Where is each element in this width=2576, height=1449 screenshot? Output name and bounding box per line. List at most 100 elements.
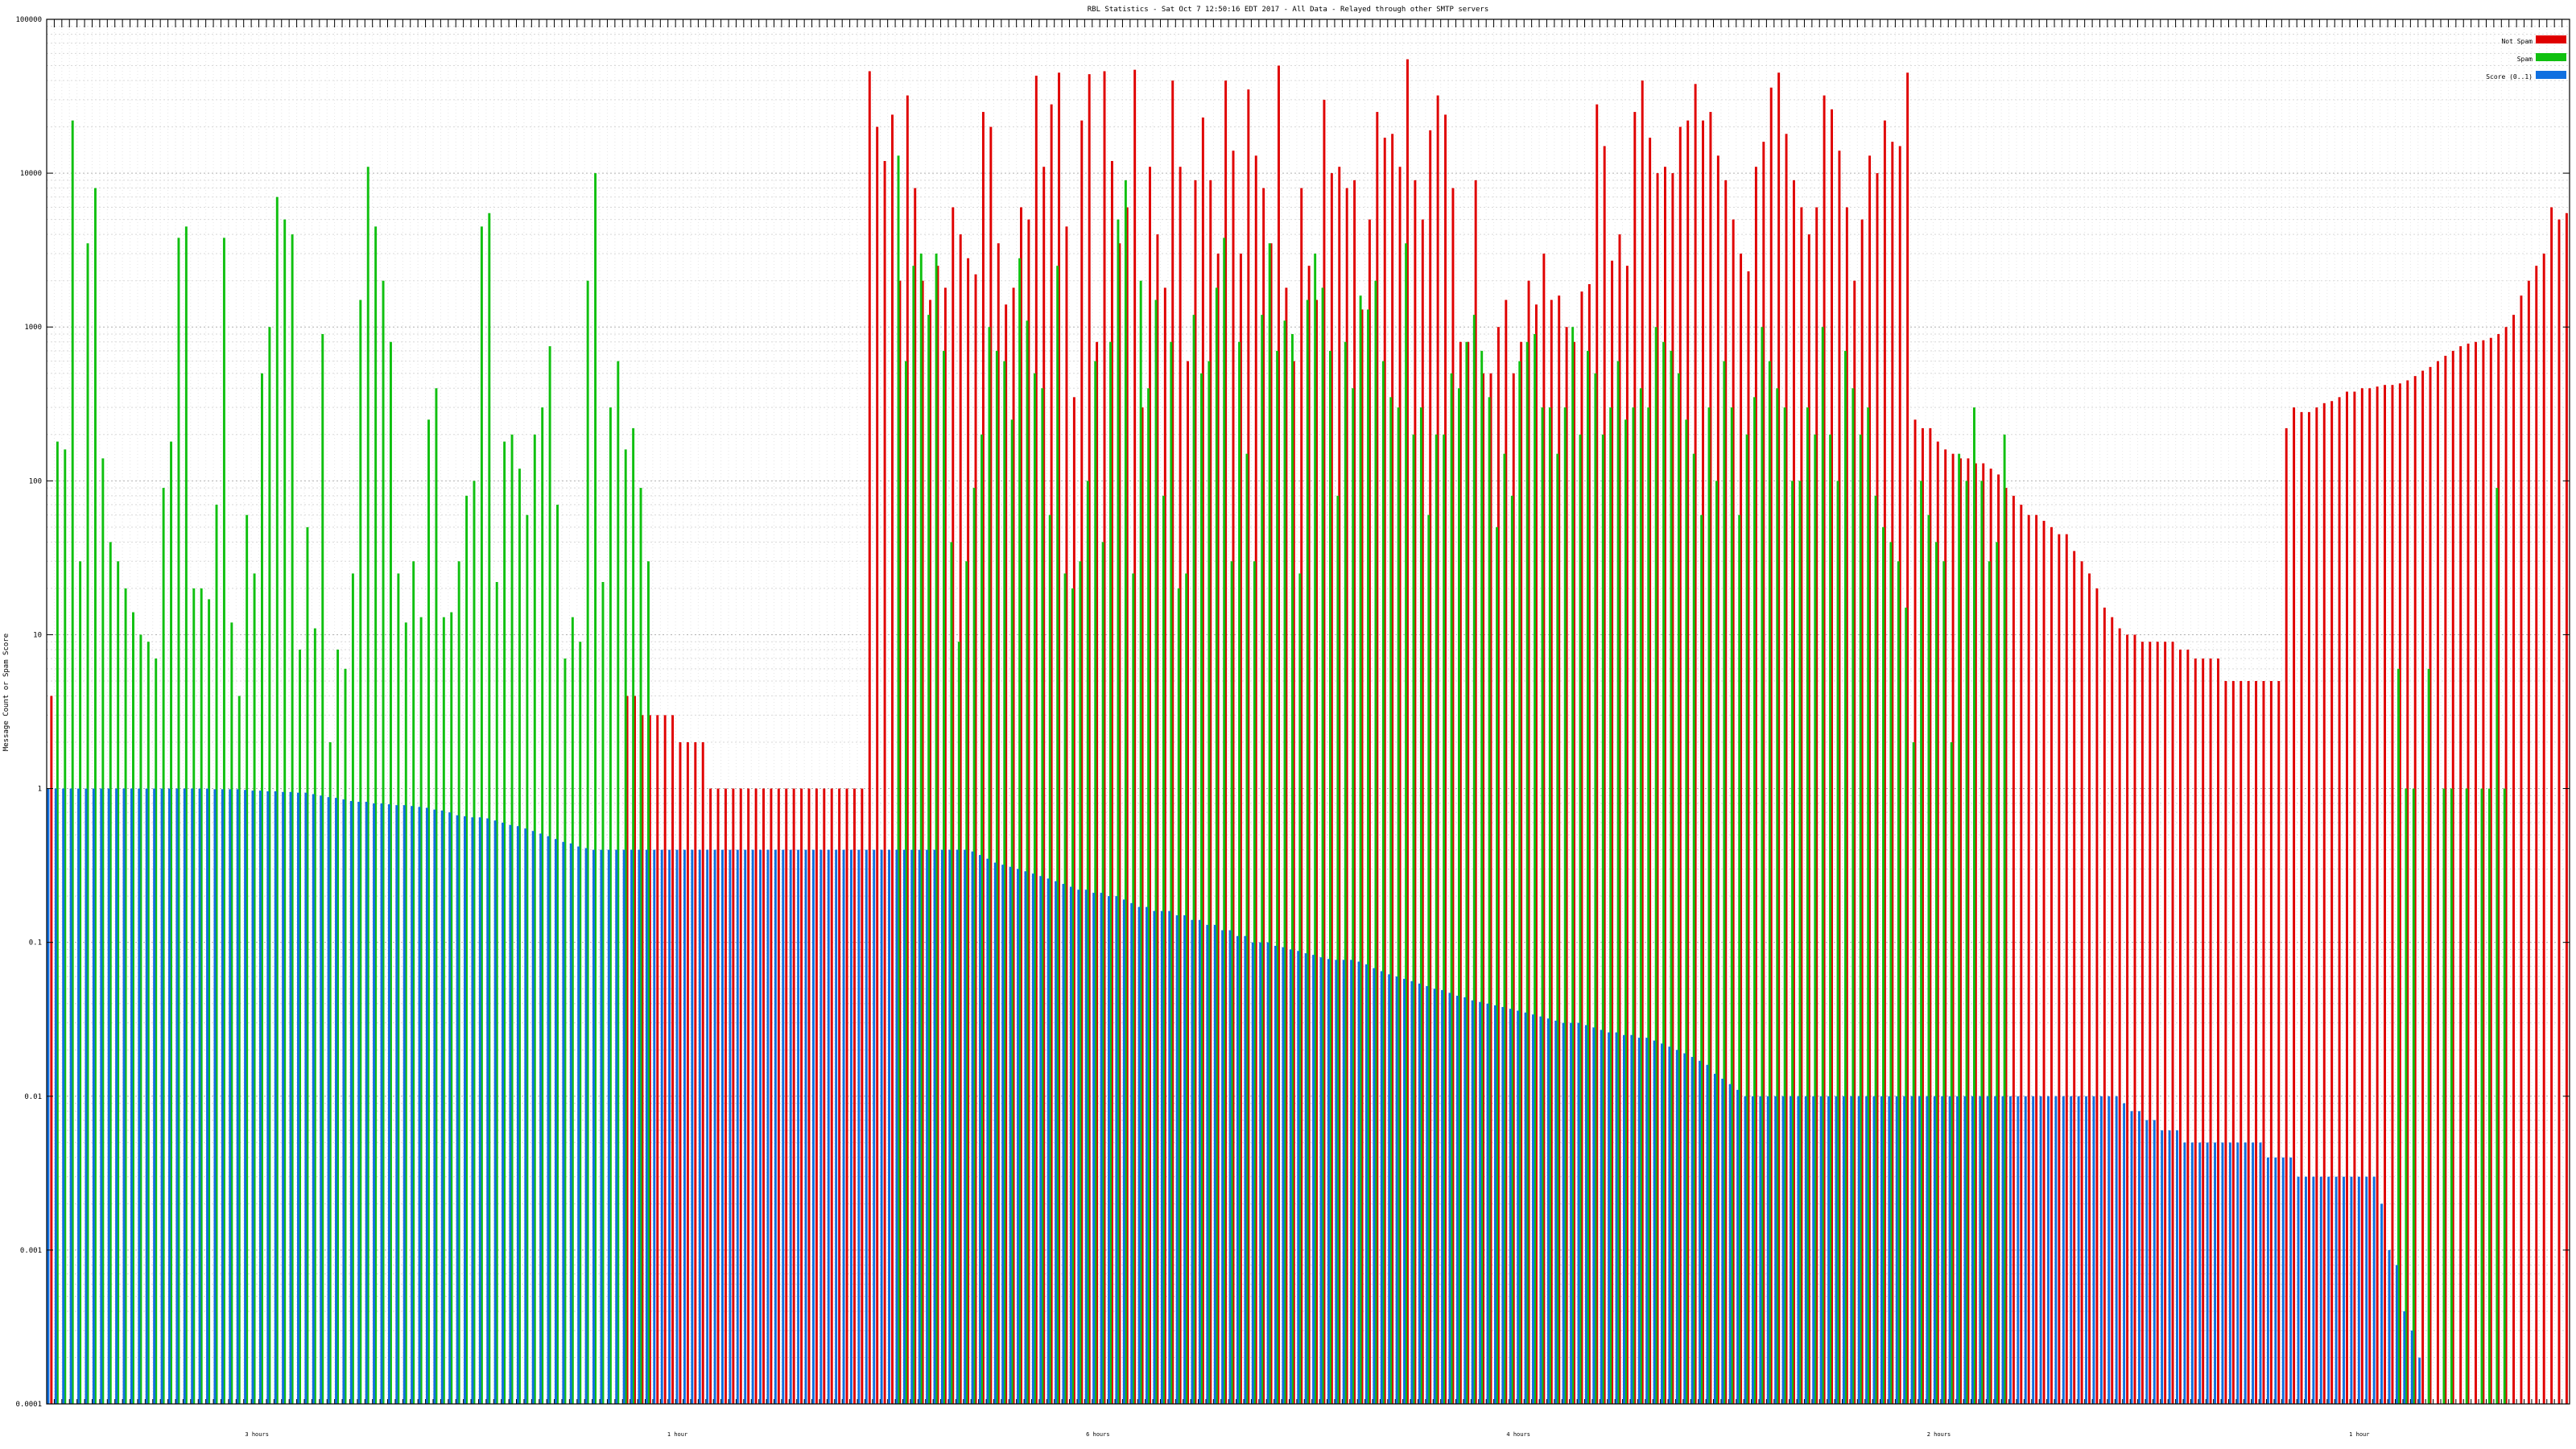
- bar-score-0-1: [1956, 1096, 1959, 1404]
- bar-not-spam: [2065, 534, 2068, 1404]
- bar-score-0-1: [1645, 1038, 1649, 1404]
- bar-score-0-1: [2039, 1096, 2042, 1404]
- bar-not-spam: [898, 280, 902, 1405]
- bar-spam: [268, 327, 271, 1405]
- bar-spam: [912, 266, 915, 1404]
- bar-score-0-1: [1251, 942, 1254, 1404]
- bar-spam: [1662, 341, 1666, 1404]
- bar-score-0-1: [1168, 910, 1171, 1404]
- bar-not-spam: [1072, 397, 1075, 1404]
- bar-not-spam: [1800, 207, 1803, 1404]
- bar-score-0-1: [213, 789, 217, 1404]
- bar-not-spam: [1224, 80, 1228, 1404]
- bar-spam: [237, 696, 241, 1404]
- bar-score-0-1: [1471, 1000, 1474, 1404]
- bar-score-0-1: [1608, 1032, 1611, 1404]
- bar-spam: [1192, 315, 1195, 1404]
- bar-not-spam: [1921, 427, 1924, 1404]
- bar-spam: [1897, 561, 1900, 1405]
- bar-score-0-1: [630, 849, 634, 1404]
- bar-score-0-1: [1137, 906, 1141, 1404]
- bar-spam: [1548, 407, 1551, 1404]
- bar-not-spam: [2421, 370, 2425, 1405]
- bar-spam: [56, 441, 59, 1405]
- bar-score-0-1: [402, 805, 406, 1404]
- bar-spam: [1503, 453, 1506, 1404]
- bar-score-0-1: [1418, 983, 1421, 1404]
- bar-score-0-1: [1622, 1034, 1625, 1404]
- bar-score-0-1: [448, 812, 452, 1404]
- bar-score-0-1: [1759, 1096, 1762, 1404]
- bar-not-spam: [1368, 219, 1371, 1404]
- bar-spam: [359, 299, 362, 1404]
- bar-score-0-1: [2198, 1142, 2202, 1404]
- bar-spam: [541, 407, 544, 1404]
- bar-spam: [1276, 350, 1279, 1405]
- bar-score-0-1: [1380, 971, 1383, 1404]
- bar-score-0-1: [910, 849, 914, 1404]
- bar-score-0-1: [1683, 1053, 1686, 1404]
- bar-not-spam: [1535, 304, 1538, 1404]
- bar-not-spam: [1936, 441, 1939, 1405]
- x-category-label: 1 hour: [667, 1431, 687, 1438]
- bar-score-0-1: [312, 794, 315, 1404]
- bar-score-0-1: [229, 789, 232, 1404]
- bar-spam: [518, 469, 521, 1404]
- bar-not-spam: [2300, 411, 2303, 1404]
- bar-not-spam: [785, 788, 788, 1404]
- bar-not-spam: [2035, 514, 2038, 1404]
- bar-score-0-1: [1637, 1038, 1641, 1404]
- bar-score-0-1: [1062, 884, 1065, 1404]
- bar-not-spam: [1110, 160, 1113, 1404]
- bar-spam: [1761, 327, 1764, 1405]
- bar-score-0-1: [1539, 1016, 1542, 1404]
- bar-not-spam: [1740, 254, 1743, 1404]
- bar-score-0-1: [1357, 961, 1360, 1404]
- bar-not-spam: [2384, 385, 2387, 1404]
- bar-spam: [1723, 361, 1726, 1404]
- bar-not-spam: [2557, 219, 2561, 1404]
- bar-not-spam: [1269, 243, 1273, 1405]
- bar-score-0-1: [1903, 1096, 1906, 1404]
- bar-score-0-1: [349, 801, 353, 1404]
- bar-spam: [1745, 434, 1748, 1404]
- bar-spam: [1283, 320, 1286, 1404]
- bar-spam: [1670, 350, 1673, 1405]
- bar-spam: [1344, 341, 1347, 1404]
- bar-score-0-1: [1153, 910, 1156, 1404]
- bar-score-0-1: [2062, 1096, 2065, 1404]
- bar-not-spam: [1429, 130, 1432, 1405]
- bar-score-0-1: [1562, 1022, 1565, 1404]
- bar-score-0-1: [2107, 1096, 2111, 1404]
- bar-spam: [1329, 350, 1331, 1405]
- bar-spam: [1147, 388, 1150, 1405]
- bar-spam: [1268, 243, 1271, 1405]
- bar-spam: [222, 237, 225, 1404]
- bar-score-0-1: [539, 833, 543, 1404]
- bar-not-spam: [1505, 299, 1508, 1404]
- bar-not-spam: [1754, 167, 1757, 1404]
- bar-spam: [1889, 542, 1893, 1405]
- bar-spam: [1882, 526, 1885, 1404]
- bar-score-0-1: [1426, 985, 1429, 1404]
- bar-spam: [1162, 495, 1165, 1404]
- bar-not-spam: [1663, 167, 1666, 1404]
- bar-spam: [601, 582, 605, 1404]
- bar-spam: [1381, 361, 1385, 1404]
- bar-score-0-1: [2161, 1130, 2164, 1404]
- bar-not-spam: [2058, 534, 2061, 1404]
- bar-spam: [427, 419, 430, 1404]
- bar-spam: [980, 434, 984, 1404]
- bar-spam: [132, 612, 134, 1404]
- bar-not-spam: [1012, 287, 1015, 1405]
- bar-not-spam: [1103, 71, 1106, 1405]
- bar-score-0-1: [1259, 942, 1262, 1404]
- bar-not-spam: [1838, 151, 1841, 1404]
- bar-score-0-1: [1517, 1010, 1520, 1404]
- bar-spam: [1056, 266, 1059, 1404]
- bar-score-0-1: [425, 807, 428, 1404]
- bar-score-0-1: [2259, 1142, 2262, 1404]
- bar-spam: [1177, 588, 1180, 1404]
- bar-spam: [117, 561, 120, 1405]
- bar-score-0-1: [440, 810, 444, 1404]
